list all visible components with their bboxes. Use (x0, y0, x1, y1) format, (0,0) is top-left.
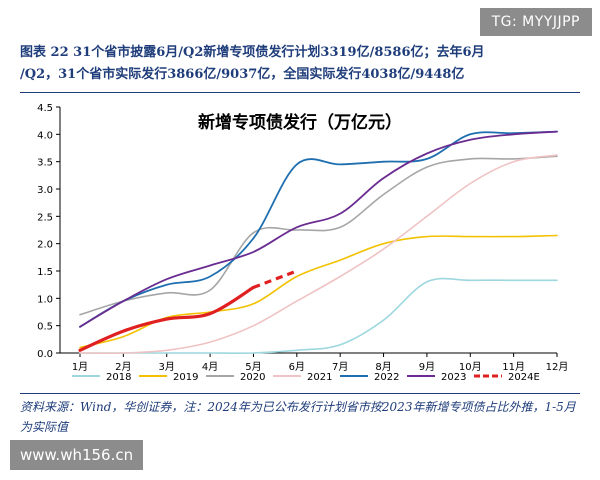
source-note: 资料来源：Wind，华创证券，注：2024年为已公布发行计划省市按2023年新增… (20, 400, 576, 434)
watermark-site: www.wh156.cn (10, 440, 144, 470)
y-tick-label: 1.5 (37, 267, 53, 278)
y-tick-label: 2.5 (37, 212, 53, 223)
legend-label-2022: 2022 (374, 372, 399, 383)
series-line-2020 (79, 155, 558, 316)
y-tick-label: 3.0 (37, 185, 53, 196)
y-axis-ticks: 0.0 0.5 1.0 1.5 2.0 2.5 3.0 3.5 4.0 4.5 (37, 103, 60, 360)
watermark-tg: TG: MYYJJPP (479, 8, 592, 36)
chart-title: 新增专项债发行（万亿元） (198, 112, 402, 133)
series-line-2023 (79, 130, 558, 328)
y-tick-label: 3.5 (37, 158, 53, 169)
y-tick-label: 2.0 (37, 240, 53, 251)
x-tick-label: 7月 (332, 361, 348, 373)
y-tick-label: 4.5 (37, 103, 53, 114)
legend-label-2019: 2019 (173, 372, 198, 383)
x-tick-label: 6月 (289, 361, 305, 373)
series-line-2022 (79, 130, 558, 328)
x-tick-label: 12月 (546, 361, 569, 373)
figure-title: 图表 22 31个省市披露6月/Q2新增专项债发行计划3319亿/8586亿；去… (20, 42, 580, 86)
legend-label-2018: 2018 (106, 372, 131, 383)
figure-title-line-2: /Q2，31个省市实际发行3866亿/9037亿，全国实际发行4038亿/944… (20, 67, 465, 82)
series-line-2018 (79, 277, 558, 355)
x-tick-label: 4月 (202, 361, 218, 373)
source-divider (20, 393, 580, 394)
y-tick-label: 4.0 (37, 130, 53, 141)
title-divider (20, 92, 580, 93)
y-tick-label: 0.5 (37, 322, 53, 333)
x-tick-label: 1月 (72, 361, 88, 373)
series-lines (78, 130, 558, 355)
series-line-2024E-forecast (252, 269, 298, 289)
x-tick-label: 9月 (419, 361, 435, 373)
y-tick-label: 1.0 (37, 294, 53, 305)
x-tick-label: 2月 (115, 361, 131, 373)
x-axis-ticks: 1月 2月 3月 4月 5月 6月 7月 8月 9月 10月 11月 12月 (72, 353, 569, 373)
line-chart: 新增专项债发行（万亿元） 0.0 0.5 1.0 1.5 2.0 2.5 3.0 3.5 4.0… (37, 103, 569, 383)
legend-label-2024E: 2024E (508, 372, 540, 383)
x-tick-label: 10月 (459, 361, 482, 373)
x-tick-label: 3月 (159, 361, 175, 373)
x-tick-label: 11月 (502, 361, 525, 373)
legend-label-2023: 2023 (441, 372, 466, 383)
series-line-2024E-actual (78, 285, 256, 352)
legend-label-2020: 2020 (240, 372, 265, 383)
y-tick-label: 0.0 (37, 349, 53, 360)
series-line-2019 (79, 234, 558, 349)
legend-label-2021: 2021 (307, 372, 332, 383)
x-tick-label: 8月 (375, 361, 391, 373)
x-tick-label: 5月 (245, 361, 261, 373)
figure-title-line-1: 图表 22 31个省市披露6月/Q2新增专项债发行计划3319亿/8586亿；去… (20, 45, 485, 60)
series-line-2021 (79, 154, 558, 355)
legend: 2018 2019 2020 2021 2022 2023 2024E (72, 372, 540, 383)
